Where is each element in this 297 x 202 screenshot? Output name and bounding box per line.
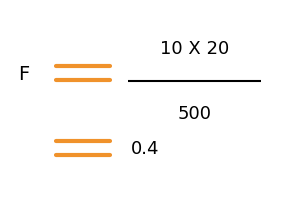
Text: 10 X 20: 10 X 20 bbox=[160, 40, 229, 57]
Text: 0.4: 0.4 bbox=[131, 140, 159, 157]
Text: F: F bbox=[18, 64, 29, 83]
Text: 500: 500 bbox=[178, 104, 211, 122]
